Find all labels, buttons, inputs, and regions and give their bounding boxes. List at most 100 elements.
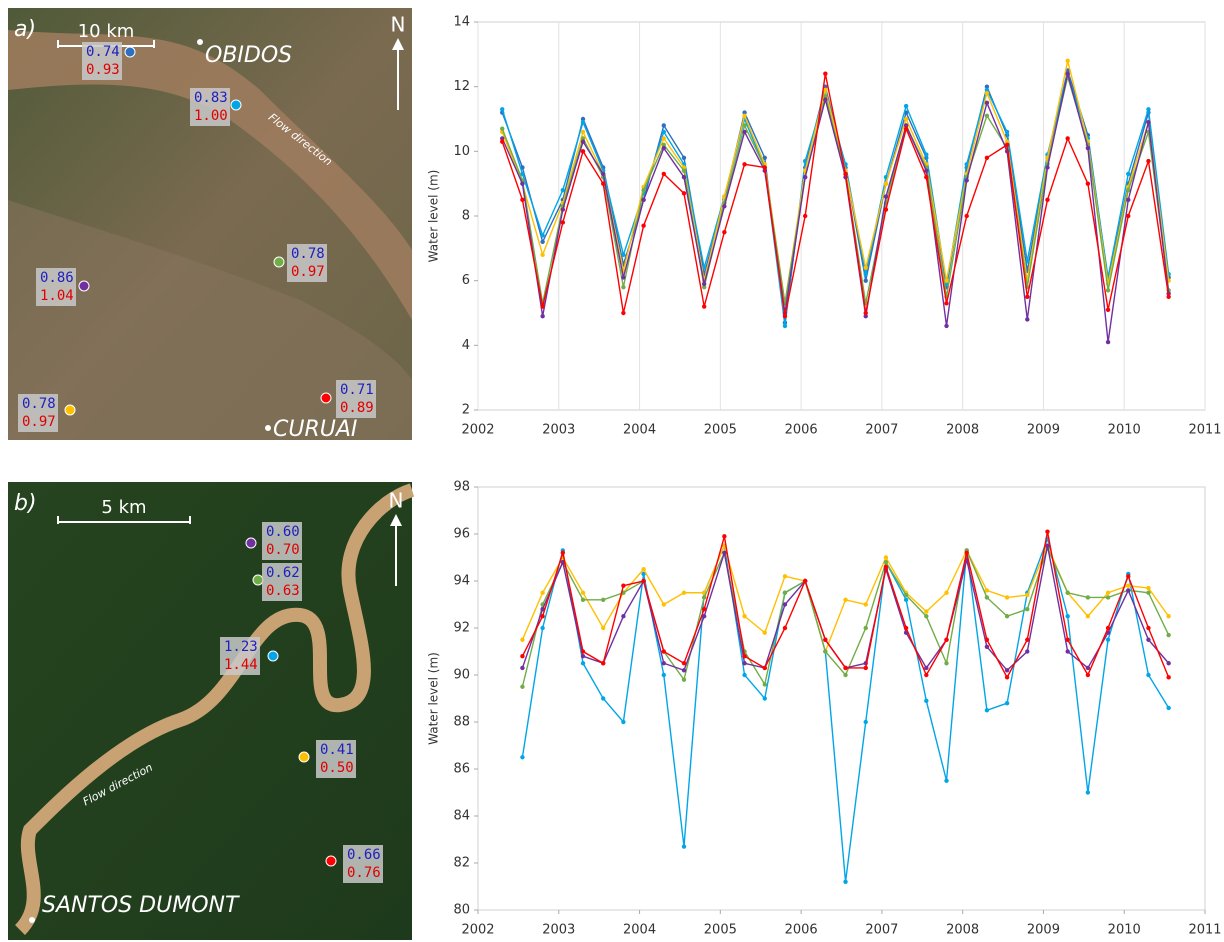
point (1005, 130, 1009, 134)
point (1126, 574, 1130, 578)
site-value-bottom: 0.63 (266, 583, 300, 599)
site-dot (231, 100, 241, 110)
point (864, 278, 868, 282)
site-dot (321, 393, 331, 403)
point (1065, 72, 1069, 76)
y-tick-label: 98 (453, 480, 470, 495)
site-value-bottom: 0.97 (22, 414, 56, 430)
x-tick-label: 2011 (1188, 923, 1221, 938)
site-dot (274, 257, 284, 267)
point (1146, 626, 1150, 630)
point (864, 266, 868, 270)
point (682, 169, 686, 173)
point (682, 175, 686, 179)
point (641, 188, 645, 192)
point (621, 311, 625, 315)
series-line (502, 74, 1168, 342)
point (1005, 668, 1009, 672)
point (924, 175, 928, 179)
site-value-top: 0.71 (340, 382, 374, 398)
point (1146, 586, 1150, 590)
site-value-top: 0.60 (266, 524, 300, 540)
site-value-bottom: 0.70 (266, 542, 300, 558)
site-dot (79, 281, 89, 291)
point (965, 214, 969, 218)
series-line (502, 71, 1168, 323)
place-dot (197, 39, 203, 45)
point (965, 178, 969, 182)
point (904, 626, 908, 630)
point (1065, 136, 1069, 140)
point (823, 97, 827, 101)
point (1126, 588, 1130, 592)
site-dot (246, 538, 256, 548)
x-tick-label: 2006 (785, 423, 818, 438)
point (1086, 181, 1090, 185)
point (520, 685, 524, 689)
point (1166, 614, 1170, 618)
place-name: OBIDOS (205, 43, 292, 68)
point (682, 191, 686, 195)
x-tick-label: 2006 (785, 923, 818, 938)
point (864, 311, 868, 315)
point (662, 661, 666, 665)
y-tick-label: 86 (453, 762, 470, 777)
point (783, 626, 787, 630)
point (742, 162, 746, 166)
point (803, 175, 807, 179)
point (1025, 607, 1029, 611)
point (944, 638, 948, 642)
site-value-bottom: 1.04 (40, 288, 74, 304)
point (944, 661, 948, 665)
point (581, 649, 585, 653)
site-dot (268, 651, 278, 661)
point (985, 91, 989, 95)
point (1065, 59, 1069, 63)
y-tick-label: 90 (453, 668, 470, 683)
point (904, 117, 908, 121)
x-tick-label: 2005 (704, 423, 737, 438)
point (843, 880, 847, 884)
point (621, 614, 625, 618)
point (904, 104, 908, 108)
point (1106, 638, 1110, 642)
point (1166, 661, 1170, 665)
point (944, 779, 948, 783)
point (763, 165, 767, 169)
panel-label: b) (14, 491, 37, 516)
place-name: SANTOS DUMONT (42, 893, 240, 918)
figure: 2002200320042005200620072008200920102011… (0, 0, 1224, 942)
point (1025, 295, 1029, 299)
point (742, 123, 746, 127)
site-value-bottom: 0.76 (347, 865, 381, 881)
point (1045, 165, 1049, 169)
point (520, 755, 524, 759)
y-tick-label: 6 (462, 273, 470, 288)
point (520, 654, 524, 658)
point (682, 156, 686, 160)
point (783, 314, 787, 318)
point (904, 593, 908, 597)
site-value-top: 1.23 (224, 639, 258, 655)
point (985, 645, 989, 649)
plot-frame (478, 22, 1205, 410)
point (1005, 143, 1009, 147)
point (985, 595, 989, 599)
point (581, 139, 585, 143)
point (1106, 288, 1110, 292)
point (601, 626, 605, 630)
point (682, 844, 686, 848)
point (1025, 638, 1029, 642)
north-label: N (391, 13, 406, 37)
y-tick-label: 12 (453, 79, 470, 94)
y-tick-label: 4 (462, 338, 470, 353)
point (1146, 107, 1150, 111)
x-tick-label: 2008 (946, 923, 979, 938)
point (843, 172, 847, 176)
site-value-top: 0.62 (266, 565, 300, 581)
y-tick-label: 94 (453, 574, 470, 589)
point (682, 678, 686, 682)
point (601, 598, 605, 602)
point (722, 551, 726, 555)
x-tick-label: 2007 (865, 423, 898, 438)
